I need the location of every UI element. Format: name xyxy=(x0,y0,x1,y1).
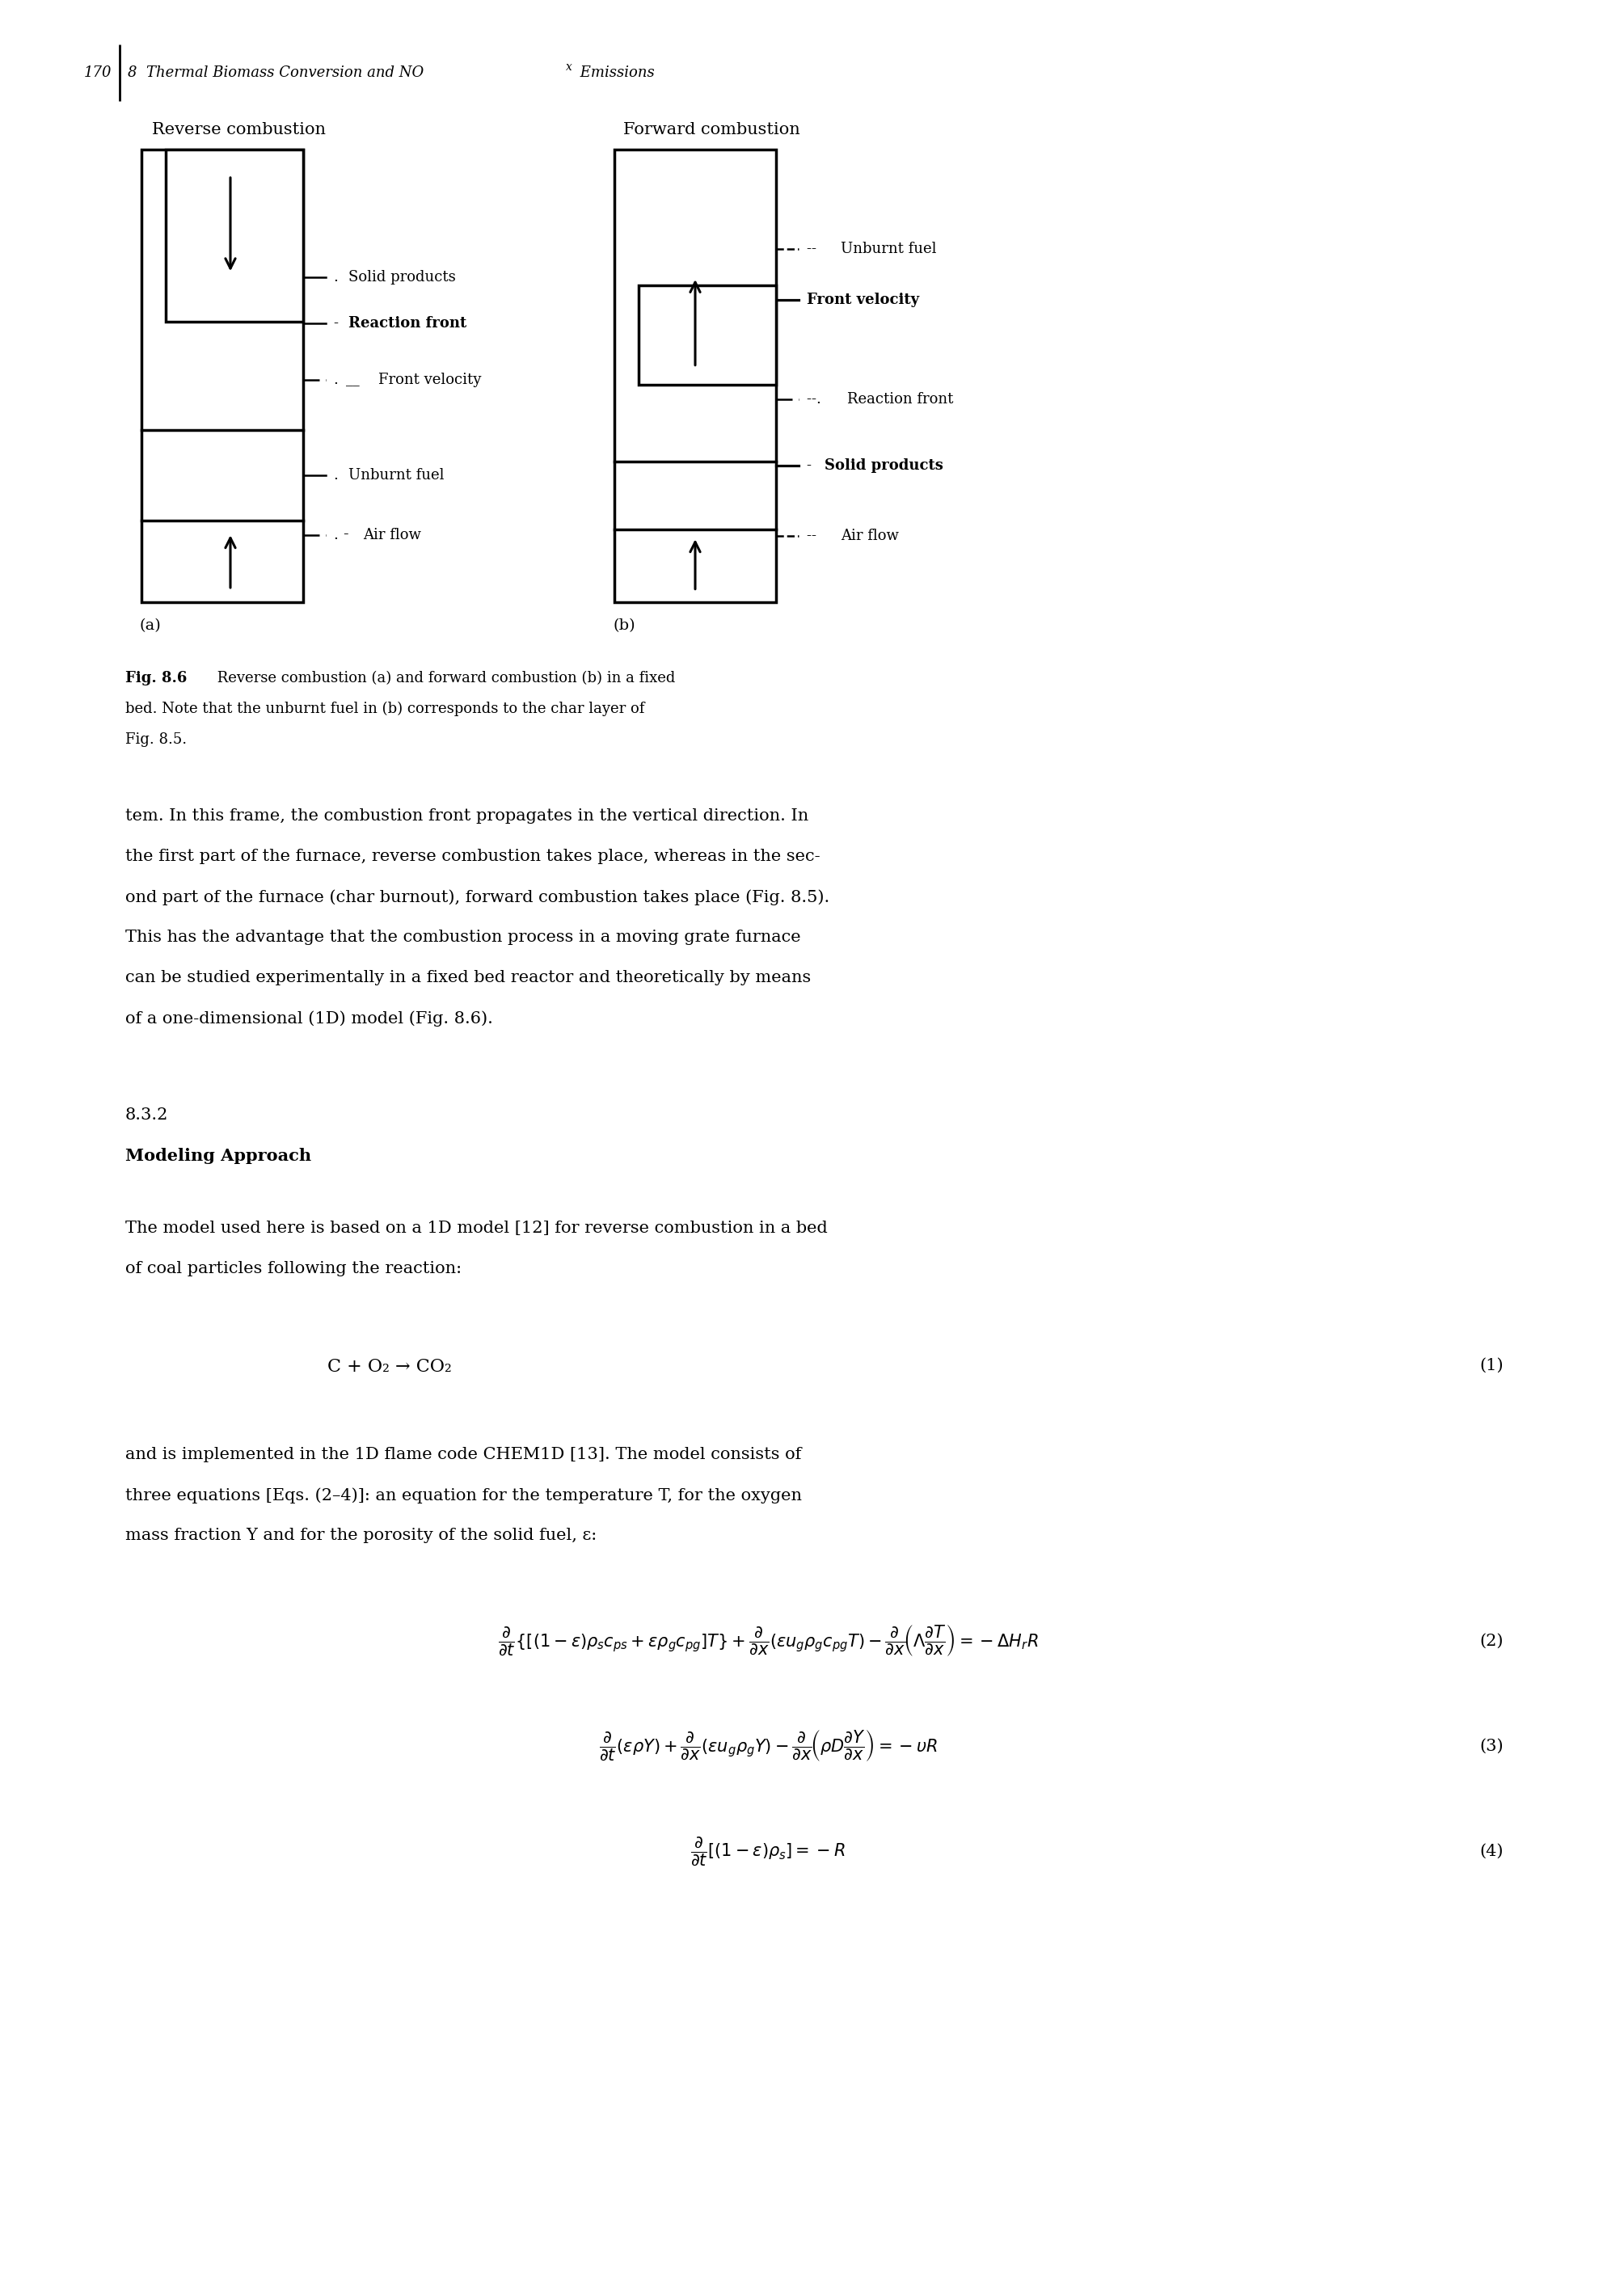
Text: Fig. 8.5.: Fig. 8.5. xyxy=(125,733,187,747)
Text: --.: --. xyxy=(807,392,827,408)
Bar xyxy=(614,149,776,602)
Text: of coal particles following the reaction:: of coal particles following the reaction… xyxy=(125,1262,461,1276)
Text: C + O₂ → CO₂: C + O₂ → CO₂ xyxy=(328,1358,451,1376)
Text: (1): (1) xyxy=(1479,1358,1504,1374)
Text: Front velocity: Front velocity xyxy=(807,293,919,307)
Text: the first part of the furnace, reverse combustion takes place, whereas in the se: the first part of the furnace, reverse c… xyxy=(125,850,820,863)
Text: tem. In this frame, the combustion front propagates in the vertical direction. I: tem. In this frame, the combustion front… xyxy=(125,808,809,824)
Text: 8  Thermal Biomass Conversion and NO: 8 Thermal Biomass Conversion and NO xyxy=(128,66,424,80)
Text: (3): (3) xyxy=(1479,1738,1504,1754)
Text: ond part of the furnace (char burnout), forward combustion takes place (Fig. 8.5: ond part of the furnace (char burnout), … xyxy=(125,889,830,905)
Text: three equations [Eqs. (2–4)]: an equation for the temperature T, for the oxygen: three equations [Eqs. (2–4)]: an equatio… xyxy=(125,1486,802,1502)
Text: .: . xyxy=(335,467,343,483)
Text: Reaction front: Reaction front xyxy=(349,316,466,330)
Text: Solid products: Solid products xyxy=(349,270,456,284)
Text: and is implemented in the 1D flame code CHEM1D [13]. The model consists of: and is implemented in the 1D flame code … xyxy=(125,1447,801,1463)
Text: .: . xyxy=(335,373,343,387)
Text: Fig. 8.6: Fig. 8.6 xyxy=(125,671,187,685)
Text: (4): (4) xyxy=(1479,1843,1504,1859)
Text: $\dfrac{\partial}{\partial t}\left\{[(1-\varepsilon)\rho_s c_{ps} + \varepsilon\: $\dfrac{\partial}{\partial t}\left\{[(1-… xyxy=(497,1624,1038,1658)
Text: Unburnt fuel: Unburnt fuel xyxy=(349,467,445,483)
Text: __: __ xyxy=(346,373,364,387)
Text: Reverse combustion: Reverse combustion xyxy=(151,121,325,137)
Text: --: -- xyxy=(807,243,822,256)
Text: .: . xyxy=(335,529,343,543)
Text: Modeling Approach: Modeling Approach xyxy=(125,1147,312,1163)
Text: (2): (2) xyxy=(1479,1633,1504,1649)
Text: -: - xyxy=(344,527,354,543)
Text: (b): (b) xyxy=(612,618,635,632)
Text: -: - xyxy=(807,458,817,474)
Text: Air flow: Air flow xyxy=(362,529,421,543)
Text: This has the advantage that the combustion process in a moving grate furnace: This has the advantage that the combusti… xyxy=(125,930,801,946)
Text: --: -- xyxy=(807,529,822,543)
Text: can be studied experimentally in a fixed bed reactor and theoretically by means: can be studied experimentally in a fixed… xyxy=(125,971,810,985)
Text: Unburnt fuel: Unburnt fuel xyxy=(841,243,937,256)
Text: $\dfrac{\partial}{\partial t}(\varepsilon\rho Y) + \dfrac{\partial}{\partial x}(: $\dfrac{\partial}{\partial t}(\varepsilo… xyxy=(599,1729,937,1763)
Text: of a one-dimensional (1D) model (Fig. 8.6).: of a one-dimensional (1D) model (Fig. 8.… xyxy=(125,1010,494,1026)
Text: Front velocity: Front velocity xyxy=(378,373,481,387)
Text: (a): (a) xyxy=(140,618,161,632)
Text: mass fraction Y and for the porosity of the solid fuel, ε:: mass fraction Y and for the porosity of … xyxy=(125,1527,596,1543)
Bar xyxy=(166,149,304,321)
Text: x: x xyxy=(565,62,572,73)
Bar xyxy=(141,149,304,602)
Text: 8.3.2: 8.3.2 xyxy=(125,1108,169,1122)
Text: Solid products: Solid products xyxy=(825,458,944,474)
Bar xyxy=(638,286,776,385)
Text: Reaction front: Reaction front xyxy=(848,392,953,408)
Text: $\dfrac{\partial}{\partial t}[(1-\varepsilon)\rho_s] = -R$: $\dfrac{\partial}{\partial t}[(1-\vareps… xyxy=(690,1834,846,1866)
Text: bed. Note that the unburnt fuel in (b) corresponds to the char layer of: bed. Note that the unburnt fuel in (b) c… xyxy=(125,701,645,717)
Text: -: - xyxy=(335,316,343,330)
Text: Emissions: Emissions xyxy=(575,66,654,80)
Text: .: . xyxy=(335,270,343,284)
Text: The model used here is based on a 1D model [12] for reverse combustion in a bed: The model used here is based on a 1D mod… xyxy=(125,1221,828,1237)
Text: Air flow: Air flow xyxy=(841,529,898,543)
Text: Forward combustion: Forward combustion xyxy=(624,121,799,137)
Text: Reverse combustion (a) and forward combustion (b) in a fixed: Reverse combustion (a) and forward combu… xyxy=(213,671,676,685)
Text: 170: 170 xyxy=(84,66,112,80)
